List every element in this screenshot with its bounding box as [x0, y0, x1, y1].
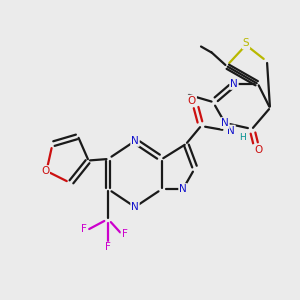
Text: N: N: [131, 136, 139, 146]
Text: F: F: [122, 229, 128, 239]
Text: N: N: [179, 184, 187, 194]
Text: O: O: [254, 145, 262, 155]
Text: N: N: [221, 118, 229, 128]
Text: F: F: [81, 224, 87, 235]
Text: N: N: [227, 125, 235, 136]
Text: O: O: [188, 95, 196, 106]
Text: N: N: [230, 79, 238, 89]
Text: S: S: [243, 38, 249, 49]
Text: F: F: [105, 242, 111, 253]
Text: H: H: [240, 134, 246, 142]
Text: N: N: [131, 202, 139, 212]
Text: O: O: [41, 166, 49, 176]
